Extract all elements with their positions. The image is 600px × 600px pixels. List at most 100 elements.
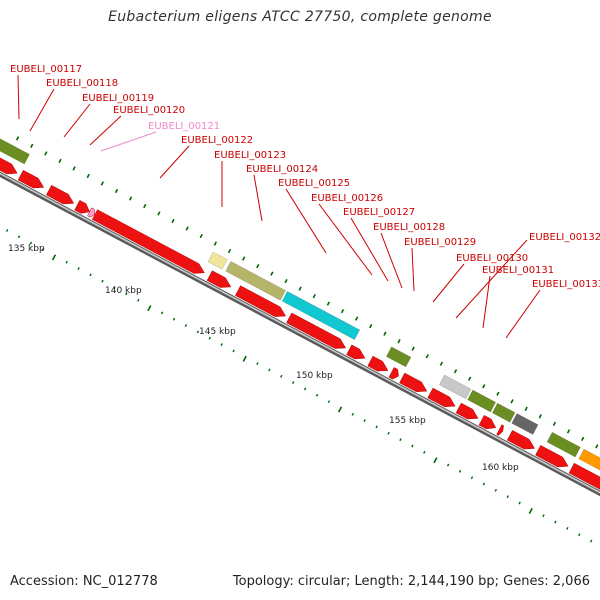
cog-box bbox=[578, 448, 600, 471]
scale-minor-tick bbox=[399, 438, 402, 442]
scale-minor-tick bbox=[387, 431, 390, 435]
scale-minor-tick bbox=[41, 248, 45, 251]
gene-arrow bbox=[535, 445, 569, 468]
scale-minor-tick bbox=[196, 330, 200, 334]
backbone-highlight bbox=[0, 172, 600, 494]
gene-labels: EUBELI_00117EUBELI_00118EUBELI_00119EUBE… bbox=[10, 64, 600, 290]
gene-arrow bbox=[496, 424, 504, 436]
scale-minor-tick bbox=[29, 241, 33, 245]
scale-major-tick bbox=[242, 355, 247, 362]
cog-tick bbox=[58, 158, 62, 164]
gene-label: EUBELI_00127 bbox=[343, 207, 415, 218]
gene-label: EUBELI_00125 bbox=[278, 178, 350, 189]
topology-text: Topology: circular; Length: 2,144,190 bp… bbox=[232, 574, 590, 589]
scale-labels: 135 kbp 140 kbp 145 kbp 150 kbp 155 kbp 160 k… bbox=[8, 244, 519, 473]
cog-tick bbox=[566, 429, 571, 434]
cog-tick bbox=[312, 293, 316, 299]
cog-tick bbox=[114, 188, 119, 194]
scale-minor-tick bbox=[589, 539, 593, 543]
scale-minor-tick bbox=[482, 482, 486, 486]
gene-label: EUBELI_00130 bbox=[456, 253, 528, 264]
gene-label: EUBELI_00122 bbox=[181, 135, 253, 146]
scale-minor-tick bbox=[327, 400, 331, 404]
cog-tick bbox=[425, 354, 429, 359]
leader-line bbox=[505, 289, 541, 339]
leader-line bbox=[432, 263, 465, 303]
gene-arrow bbox=[506, 430, 535, 450]
scale-major-tick bbox=[147, 305, 152, 312]
scale-minor-tick bbox=[280, 374, 283, 378]
gene-label: EUBELI_00128 bbox=[373, 222, 445, 233]
gene-arrow bbox=[427, 387, 456, 408]
cog-box bbox=[225, 261, 286, 301]
scale-major-tick bbox=[337, 406, 343, 413]
cog-tick bbox=[241, 256, 246, 261]
leader-line bbox=[63, 103, 91, 138]
gene-arrow bbox=[388, 367, 399, 380]
scale-minor-tick bbox=[125, 292, 128, 296]
cog-tick bbox=[340, 309, 345, 314]
cog-tick bbox=[256, 263, 260, 269]
scale-minor-tick bbox=[77, 267, 80, 270]
gene-arrow bbox=[399, 372, 428, 392]
scale-minor-tick bbox=[506, 495, 509, 499]
scale-minor-tick bbox=[208, 336, 211, 340]
cog-tick bbox=[270, 271, 274, 276]
cog-tick bbox=[185, 226, 189, 231]
scale-minor-tick bbox=[554, 520, 557, 524]
cog-tick bbox=[453, 369, 458, 374]
cog-tick bbox=[354, 316, 359, 321]
leader-line bbox=[89, 115, 122, 146]
leader-line bbox=[455, 239, 528, 319]
leader-line bbox=[350, 217, 389, 282]
scale-minor-tick bbox=[220, 343, 223, 347]
cog-tick bbox=[439, 361, 444, 366]
leader-line bbox=[380, 232, 403, 289]
leader-line bbox=[411, 247, 415, 292]
cog-box bbox=[207, 251, 228, 270]
cog-box bbox=[385, 346, 412, 368]
gene-arrow bbox=[234, 285, 287, 317]
gene-arrow-00121 bbox=[87, 207, 96, 218]
cog-tick bbox=[411, 346, 415, 351]
scale-minor-tick bbox=[172, 317, 176, 321]
leader-line bbox=[285, 188, 327, 254]
scale-minor-tick bbox=[113, 286, 116, 289]
scale-major-tick bbox=[528, 507, 533, 514]
gene-label: EUBELI_00119 bbox=[82, 93, 154, 104]
cog-tick bbox=[30, 143, 34, 149]
genome-backbone bbox=[0, 171, 600, 497]
gene-arrow bbox=[346, 344, 366, 360]
cog-tick bbox=[143, 203, 147, 209]
cog-tick bbox=[15, 136, 20, 141]
scale-minor-tick bbox=[375, 425, 378, 429]
cog-tick bbox=[524, 406, 528, 411]
gene-arrow bbox=[0, 157, 18, 175]
scale-minor-tick bbox=[423, 450, 426, 454]
cog-tick bbox=[552, 421, 557, 426]
gene-label: EUBELI_00121 bbox=[148, 121, 220, 132]
scale-label: 155 kbp bbox=[389, 416, 426, 426]
cog-tick bbox=[397, 339, 401, 344]
scale-minor-tick bbox=[363, 419, 366, 423]
cog-tick bbox=[227, 248, 232, 254]
gene-arrow bbox=[568, 462, 600, 490]
scale-minor-tick bbox=[65, 260, 68, 264]
gene-label: EUBELI_00124 bbox=[246, 164, 318, 175]
cog-tick bbox=[326, 301, 331, 306]
scale-minor-tick bbox=[578, 533, 581, 537]
gene-label: EUBELI_00118 bbox=[46, 78, 118, 89]
gene-label: EUBELI_00132 bbox=[529, 232, 600, 243]
gene-label: EUBELI_00131 bbox=[482, 265, 554, 276]
cog-box bbox=[511, 413, 539, 435]
gene-arrow bbox=[206, 270, 232, 288]
scale-minor-tick bbox=[542, 514, 545, 518]
scale-minor-tick bbox=[268, 368, 271, 372]
leader-line bbox=[318, 203, 373, 276]
scale-minor-tick bbox=[5, 229, 9, 232]
gene-label: EUBELI_00126 bbox=[311, 193, 383, 204]
cog-tick bbox=[581, 436, 585, 442]
accession-text: Accession: NC_012778 bbox=[10, 574, 158, 589]
map-title: Eubacterium eligens ATCC 27750, complete… bbox=[108, 9, 492, 25]
cog-tick bbox=[538, 414, 542, 419]
